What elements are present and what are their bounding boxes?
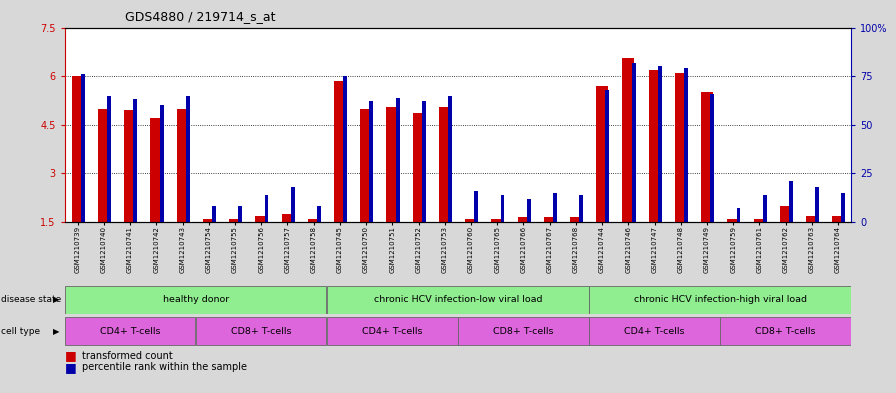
Bar — [701, 92, 713, 222]
Bar — [596, 86, 608, 222]
Bar — [212, 206, 216, 222]
Bar — [815, 187, 819, 222]
Bar — [386, 107, 398, 222]
Bar — [658, 66, 662, 222]
Bar — [422, 101, 426, 222]
Bar — [841, 193, 845, 222]
Text: GDS4880 / 219714_s_at: GDS4880 / 219714_s_at — [125, 10, 276, 23]
Text: ▶: ▶ — [53, 327, 59, 336]
Text: ■: ■ — [65, 349, 76, 362]
Bar — [343, 76, 347, 222]
Bar — [527, 199, 530, 222]
Bar — [465, 219, 477, 222]
Bar — [728, 219, 739, 222]
Text: ▶: ▶ — [53, 295, 59, 304]
Text: CD4+ T-cells: CD4+ T-cells — [362, 327, 423, 336]
Bar — [327, 317, 458, 345]
Bar — [108, 95, 111, 222]
Text: disease state: disease state — [1, 295, 61, 304]
Bar — [177, 108, 188, 222]
Bar — [590, 317, 719, 345]
Bar — [570, 217, 582, 222]
Bar — [327, 286, 589, 314]
Bar — [413, 114, 425, 222]
Bar — [229, 219, 241, 222]
Bar — [606, 90, 609, 222]
Bar — [684, 68, 688, 222]
Text: CD4+ T-cells: CD4+ T-cells — [625, 327, 685, 336]
Bar — [159, 105, 164, 222]
Bar — [762, 195, 767, 222]
Bar — [65, 286, 326, 314]
Text: healthy donor: healthy donor — [162, 295, 228, 304]
Text: percentile rank within the sample: percentile rank within the sample — [82, 362, 247, 373]
Bar — [632, 62, 635, 222]
Text: chronic HCV infection-high viral load: chronic HCV infection-high viral load — [633, 295, 806, 304]
Bar — [369, 101, 374, 222]
Bar — [134, 99, 137, 222]
Bar — [281, 214, 293, 222]
Bar — [439, 107, 451, 222]
Bar — [360, 108, 372, 222]
Bar — [317, 206, 321, 222]
Text: chronic HCV infection-low viral load: chronic HCV infection-low viral load — [374, 295, 542, 304]
Text: cell type: cell type — [1, 327, 40, 336]
Text: ■: ■ — [65, 361, 76, 374]
Bar — [255, 215, 267, 222]
Bar — [396, 97, 400, 222]
Bar — [65, 317, 195, 345]
Bar — [290, 187, 295, 222]
Bar — [590, 286, 851, 314]
Bar — [334, 81, 346, 222]
Bar — [185, 95, 190, 222]
Bar — [81, 74, 85, 222]
Bar — [307, 219, 320, 222]
Text: CD4+ T-cells: CD4+ T-cells — [99, 327, 160, 336]
Bar — [780, 206, 791, 222]
Bar — [789, 181, 793, 222]
Bar — [125, 110, 136, 222]
Bar — [501, 195, 504, 222]
Bar — [151, 118, 162, 222]
Bar — [264, 195, 269, 222]
Bar — [196, 317, 326, 345]
Bar — [518, 217, 530, 222]
Bar — [711, 94, 714, 222]
Bar — [832, 215, 844, 222]
Text: transformed count: transformed count — [82, 351, 173, 361]
Bar — [754, 219, 765, 222]
Bar — [202, 219, 215, 222]
Bar — [544, 217, 556, 222]
Bar — [448, 95, 452, 222]
Bar — [72, 76, 83, 222]
Bar — [623, 58, 634, 222]
Bar — [491, 219, 503, 222]
Bar — [675, 73, 686, 222]
Bar — [458, 317, 589, 345]
Bar — [649, 70, 660, 222]
Text: CD8+ T-cells: CD8+ T-cells — [493, 327, 554, 336]
Bar — [737, 208, 740, 222]
Bar — [238, 206, 242, 222]
Bar — [98, 108, 109, 222]
Bar — [553, 193, 557, 222]
Bar — [806, 215, 818, 222]
Bar — [474, 191, 478, 222]
Text: CD8+ T-cells: CD8+ T-cells — [231, 327, 291, 336]
Bar — [720, 317, 851, 345]
Text: CD8+ T-cells: CD8+ T-cells — [755, 327, 816, 336]
Bar — [579, 195, 583, 222]
